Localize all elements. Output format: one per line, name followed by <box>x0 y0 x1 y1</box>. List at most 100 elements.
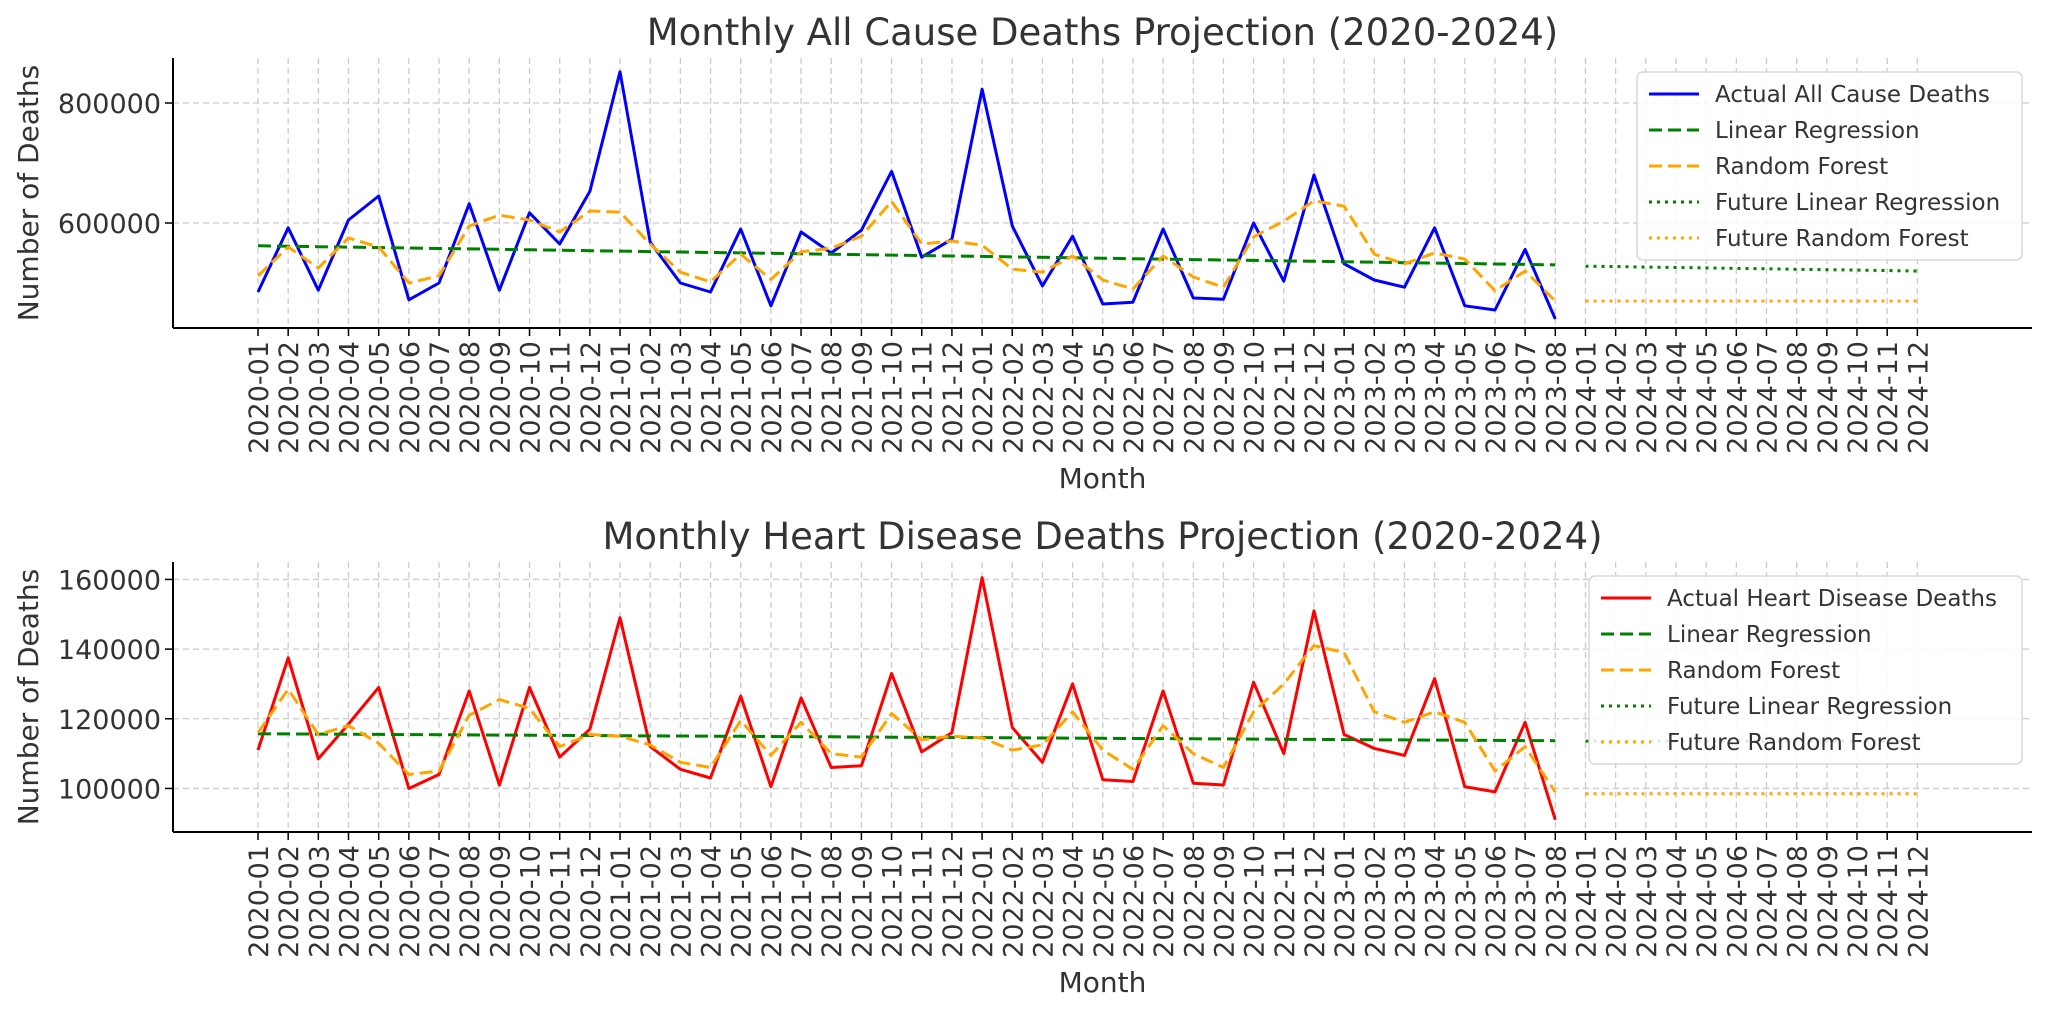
bottom-x-tick-label: 2023-08 <box>1541 845 1572 958</box>
top-chart: Monthly All Cause Deaths Projection (202… <box>12 11 2032 495</box>
top-x-tick-label: 2022-03 <box>1028 341 1059 454</box>
bottom-x-tick-label: 2022-08 <box>1179 845 1210 958</box>
top-x-tick-label: 2022-02 <box>998 341 1029 454</box>
bottom-x-tick-label: 2020-05 <box>365 845 396 958</box>
top-legend-label: Random Forest <box>1715 154 1888 180</box>
top-x-tick-label: 2022-06 <box>1119 341 1150 454</box>
bottom-x-tick-label: 2023-05 <box>1451 845 1482 958</box>
top-x-tick-label: 2022-07 <box>1149 341 1180 454</box>
top-x-tick-label: 2021-08 <box>817 341 848 454</box>
top-x-tick-label: 2024-03 <box>1632 341 1663 454</box>
top-x-tick-label: 2023-04 <box>1421 341 1452 454</box>
top-x-tick-label: 2020-06 <box>395 341 426 454</box>
bottom-x-tick-label: 2024-08 <box>1783 845 1814 958</box>
bottom-x-tick-label: 2024-06 <box>1722 845 1753 958</box>
bottom-x-tick-label: 2020-09 <box>485 845 516 958</box>
bottom-x-tick-label: 2020-01 <box>244 845 275 958</box>
bottom-x-tick-label: 2023-04 <box>1421 845 1452 958</box>
bottom-x-tick-label: 2020-07 <box>425 845 456 958</box>
bottom-x-tick-label: 2021-01 <box>606 845 637 958</box>
bottom-legend-label: Future Linear Regression <box>1667 694 1952 720</box>
bottom-x-tick-label: 2024-01 <box>1571 845 1602 958</box>
bottom-x-tick-label: 2021-03 <box>666 845 697 958</box>
top-legend-label: Future Random Forest <box>1715 226 1969 252</box>
top-x-tick-label: 2021-01 <box>606 341 637 454</box>
top-x-tick-label: 2020-08 <box>455 341 486 454</box>
top-x-tick-label: 2021-07 <box>787 341 818 454</box>
bottom-legend-box <box>1588 575 2023 765</box>
bottom-x-tick-label: 2024-05 <box>1692 845 1723 958</box>
bottom-x-tick-label: 2020-10 <box>516 845 547 958</box>
bottom-x-tick-label: 2022-04 <box>1059 845 1090 958</box>
top-chart-title: Monthly All Cause Deaths Projection (202… <box>647 11 1559 54</box>
top-x-tick-label: 2022-11 <box>1270 341 1301 454</box>
top-x-axis-label: Month <box>1059 462 1147 495</box>
bottom-x-tick-label: 2020-06 <box>395 845 426 958</box>
top-legend-label: Future Linear Regression <box>1715 190 2000 216</box>
bottom-x-tick-label: 2023-03 <box>1390 845 1421 958</box>
top-x-tick-label: 2020-11 <box>546 341 577 454</box>
bottom-legend-label: Future Random Forest <box>1667 730 1921 756</box>
bottom-x-tick-label: 2021-12 <box>938 845 969 958</box>
top-x-tick-label: 2021-10 <box>878 341 909 454</box>
bottom-y-axis-label: Number of Deaths <box>12 569 45 826</box>
bottom-x-tick-label: 2020-03 <box>304 845 335 958</box>
top-x-tick-label: 2022-09 <box>1209 341 1240 454</box>
top-series-line-3 <box>1585 264 1918 273</box>
top-x-tick-label: 2021-06 <box>757 341 788 454</box>
bottom-x-tick-label: 2022-12 <box>1300 845 1331 958</box>
top-x-tick-label: 2023-05 <box>1451 341 1482 454</box>
top-x-tick-label: 2020-07 <box>425 341 456 454</box>
bottom-x-tick-label: 2021-08 <box>817 845 848 958</box>
bottom-x-tick-label: 2024-03 <box>1632 845 1663 958</box>
top-x-tick-label: 2024-10 <box>1843 341 1874 454</box>
bottom-series-line-2 <box>256 644 1557 793</box>
bottom-x-tick-label: 2021-09 <box>847 845 878 958</box>
top-series-line-2 <box>256 199 1557 303</box>
top-legend: Actual All Cause Deaths Linear Regression… <box>1636 71 2023 261</box>
bottom-series-line-0 <box>256 576 1557 821</box>
top-x-tick-label: 2021-05 <box>727 341 758 454</box>
bottom-chart: Monthly Heart Disease Deaths Projection … <box>12 515 2032 999</box>
bottom-x-tick-label: 2022-09 <box>1209 845 1240 958</box>
bottom-legend-label: Actual Heart Disease Deaths <box>1667 586 1997 612</box>
top-y-tick-label: 800000 <box>58 89 161 120</box>
top-series-line-0 <box>256 70 1557 320</box>
bottom-y-tick-label: 160000 <box>58 565 161 596</box>
top-x-tick-label: 2021-03 <box>666 341 697 454</box>
bottom-y-tick-label: 120000 <box>58 705 161 736</box>
bottom-x-tick-label: 2022-11 <box>1270 845 1301 958</box>
top-x-tick-label: 2022-01 <box>968 341 999 454</box>
top-x-tick-label: 2024-11 <box>1873 341 1904 454</box>
bottom-x-tick-label: 2023-02 <box>1360 845 1391 958</box>
bottom-x-tick-label: 2024-10 <box>1843 845 1874 958</box>
top-x-tick-label: 2022-12 <box>1300 341 1331 454</box>
top-x-tick-label: 2020-04 <box>335 341 366 454</box>
top-x-tick-label: 2024-04 <box>1662 341 1693 454</box>
bottom-x-tick-label: 2020-12 <box>576 845 607 958</box>
bottom-x-tick-label: 2022-07 <box>1149 845 1180 958</box>
bottom-legend: Actual Heart Disease Deaths Linear Regres… <box>1588 575 2023 765</box>
bottom-x-tick-label: 2024-09 <box>1813 845 1844 958</box>
bottom-y-tick-label: 140000 <box>58 635 161 666</box>
bottom-x-tick-label: 2022-03 <box>1028 845 1059 958</box>
bottom-x-tick-label: 2023-01 <box>1330 845 1361 958</box>
bottom-x-tick-label: 2022-10 <box>1240 845 1271 958</box>
top-x-tick-label: 2023-03 <box>1390 341 1421 454</box>
top-x-tick-label: 2020-12 <box>576 341 607 454</box>
bottom-x-tick-label: 2020-02 <box>274 845 305 958</box>
bottom-x-tick-label: 2022-05 <box>1089 845 1120 958</box>
bottom-x-tick-label: 2021-07 <box>787 845 818 958</box>
top-x-tick-label: 2021-09 <box>847 341 878 454</box>
top-x-tick-label: 2021-04 <box>697 341 728 454</box>
top-x-tick-label: 2022-05 <box>1089 341 1120 454</box>
bottom-x-tick-label: 2021-05 <box>727 845 758 958</box>
bottom-legend-label: Random Forest <box>1667 658 1840 684</box>
bottom-x-tick-label: 2021-06 <box>757 845 788 958</box>
top-x-tick-label: 2023-07 <box>1511 341 1542 454</box>
top-x-tick-label: 2024-01 <box>1571 341 1602 454</box>
bottom-x-tick-label: 2021-02 <box>636 845 667 958</box>
top-series-line-1 <box>257 244 1556 267</box>
top-x-tick-label: 2024-02 <box>1602 341 1633 454</box>
